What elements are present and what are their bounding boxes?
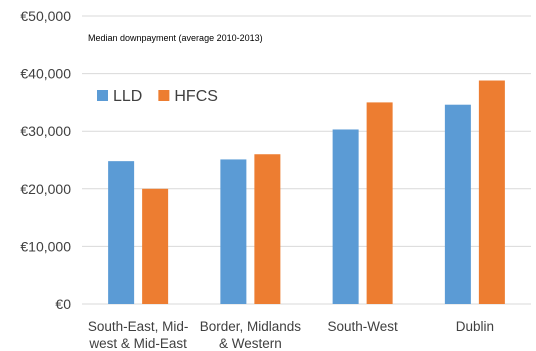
y-tick-label: €40,000 [20, 66, 71, 82]
legend-label-hfcs: HFCS [174, 88, 218, 105]
y-tick-label: €10,000 [20, 238, 71, 254]
category-label: & Western [219, 336, 282, 351]
bar-lld [108, 161, 135, 304]
y-tick-label: €50,000 [20, 8, 71, 24]
y-tick-label: €20,000 [20, 181, 71, 197]
legend: LLD HFCS [97, 88, 218, 105]
bar-hfcs [478, 80, 505, 305]
category-label: South-East, Mid- [88, 319, 189, 334]
bar-lld [220, 159, 247, 304]
category-label: Border, Midlands [200, 319, 302, 334]
bar-lld [332, 129, 359, 304]
bar-hfcs [142, 188, 169, 304]
legend-swatch-lld [97, 90, 108, 101]
bar-lld [444, 104, 471, 304]
bar-hfcs [254, 154, 281, 304]
chart-title: Median downpayment (average 2010-2013) [88, 33, 263, 43]
y-tick-label: €30,000 [20, 123, 71, 139]
legend-swatch-hfcs [158, 90, 170, 101]
category-label: Dublin [456, 319, 494, 334]
category-label: west & Mid-East [88, 336, 187, 351]
bars [108, 80, 505, 305]
y-axis-tick-labels: €0 €10,000 €20,000 €30,000 €40,000 €50,000 [20, 8, 71, 312]
y-tick-label: €0 [55, 296, 71, 312]
x-axis-category-labels: South-East, Mid-west & Mid-East Border, M… [88, 319, 494, 351]
legend-label-lld: LLD [113, 88, 142, 105]
category-label: South-West [327, 319, 398, 334]
bar-hfcs [366, 102, 393, 305]
